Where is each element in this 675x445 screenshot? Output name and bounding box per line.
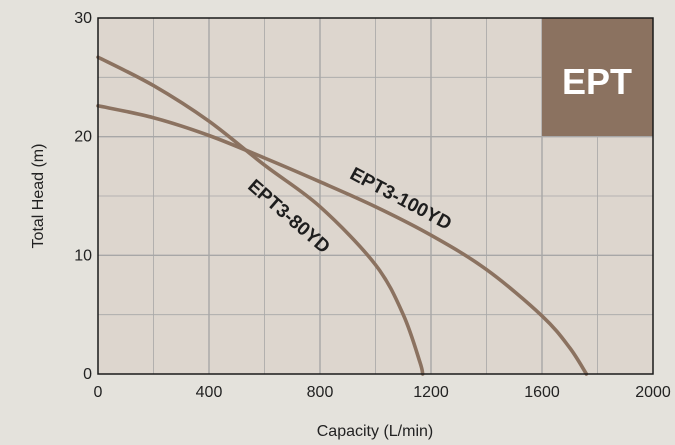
x-tick-label: 400 — [196, 384, 223, 401]
series-line-1 — [96, 55, 425, 376]
y-tick-label: 20 — [74, 129, 92, 146]
badge: EPT — [542, 18, 653, 136]
x-tick-label: 1600 — [524, 384, 560, 401]
x-tick-label: 2000 — [635, 384, 671, 401]
series-line-0 — [96, 104, 589, 376]
badge-box — [542, 18, 653, 136]
y-tick-label: 10 — [74, 247, 92, 264]
x-tick-labels: 0 400 800 1200 1600 2000 — [94, 384, 671, 401]
badge-label: EPT — [562, 61, 632, 102]
y-tick-label: 0 — [83, 366, 92, 383]
series-layer — [96, 55, 589, 376]
y-tick-label: 30 — [74, 10, 92, 27]
x-axis-title: Capacity (L/min) — [317, 423, 433, 440]
y-tick-labels: 0 10 20 30 — [74, 10, 92, 383]
x-tick-label: 800 — [307, 384, 334, 401]
y-axis-title: Total Head (m) — [30, 144, 47, 249]
plot-frame — [97, 17, 654, 375]
x-tick-label: 0 — [94, 384, 103, 401]
x-tick-label: 1200 — [413, 384, 449, 401]
